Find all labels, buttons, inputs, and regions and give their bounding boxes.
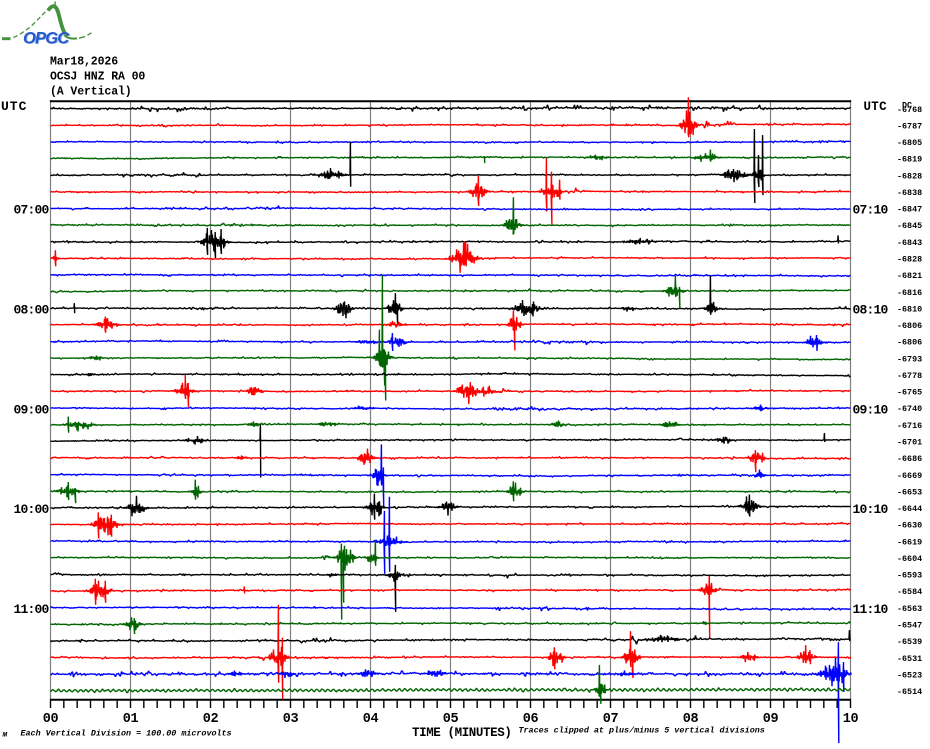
svg-text:-6669: -6669 xyxy=(897,471,922,481)
svg-text:Traces clipped at plus/minus 5: Traces clipped at plus/minus 5 vertical … xyxy=(519,726,765,736)
svg-text:09: 09 xyxy=(763,712,779,727)
svg-text:-6805: -6805 xyxy=(897,138,922,148)
svg-text:-6653: -6653 xyxy=(897,487,922,497)
svg-text:02: 02 xyxy=(203,712,219,727)
svg-text:08: 08 xyxy=(683,712,699,727)
svg-text:-6821: -6821 xyxy=(897,271,922,281)
svg-text:-6819: -6819 xyxy=(897,155,922,165)
svg-text:-6828: -6828 xyxy=(897,171,922,181)
svg-text:-6765: -6765 xyxy=(897,388,922,398)
svg-text:06: 06 xyxy=(523,712,539,727)
svg-text:UTC: UTC xyxy=(1,99,27,114)
svg-text:03: 03 xyxy=(283,712,299,727)
svg-text:-6563: -6563 xyxy=(897,604,922,614)
svg-text:07:10: 07:10 xyxy=(853,203,889,218)
svg-text:01: 01 xyxy=(123,712,139,727)
svg-text:-6539: -6539 xyxy=(897,637,922,647)
svg-text:00: 00 xyxy=(43,712,59,727)
svg-text:10: 10 xyxy=(843,712,859,727)
svg-text:-6806: -6806 xyxy=(897,338,922,348)
svg-text:Each Vertical Division = 100.: Each Vertical Division = 100.00 microvol… xyxy=(21,729,232,739)
svg-text:-6593: -6593 xyxy=(897,571,922,581)
svg-text:05: 05 xyxy=(443,712,459,727)
svg-text:08:00: 08:00 xyxy=(13,303,49,318)
svg-text:-6828: -6828 xyxy=(897,255,922,265)
svg-text:OPGC: OPGC xyxy=(23,29,70,47)
svg-text:07:00: 07:00 xyxy=(13,203,49,218)
svg-text:-6604: -6604 xyxy=(897,554,922,564)
svg-text:-6778: -6778 xyxy=(897,371,922,381)
svg-text:-6547: -6547 xyxy=(897,620,922,630)
svg-text:-6787: -6787 xyxy=(897,121,922,131)
svg-text:-6847: -6847 xyxy=(897,205,922,215)
svg-text:-6768: -6768 xyxy=(897,105,922,115)
svg-text:-6843: -6843 xyxy=(897,238,922,248)
svg-text:-6630: -6630 xyxy=(897,521,922,531)
svg-text:-6686: -6686 xyxy=(897,454,922,464)
svg-text:-6619: -6619 xyxy=(897,537,922,547)
svg-text:(A Vertical): (A Vertical) xyxy=(50,86,132,99)
svg-text:-6514: -6514 xyxy=(897,687,922,697)
svg-text:09:10: 09:10 xyxy=(853,402,889,417)
svg-text:11:10: 11:10 xyxy=(853,602,889,617)
svg-text:-6810: -6810 xyxy=(897,304,922,314)
svg-text:-6584: -6584 xyxy=(897,587,922,597)
svg-text:-6716: -6716 xyxy=(897,421,922,431)
svg-text:-6806: -6806 xyxy=(897,321,922,331)
svg-text:TIME (MINUTES): TIME (MINUTES) xyxy=(412,726,511,740)
svg-text:10:10: 10:10 xyxy=(853,502,889,517)
svg-text:-6838: -6838 xyxy=(897,188,922,198)
svg-text:UTC: UTC xyxy=(864,100,888,114)
svg-text:Mar18,2026: Mar18,2026 xyxy=(50,55,118,68)
svg-text:08:10: 08:10 xyxy=(853,303,889,318)
svg-text:-6845: -6845 xyxy=(897,221,922,231)
svg-text:07: 07 xyxy=(603,712,619,727)
svg-text:-6701: -6701 xyxy=(897,438,922,448)
svg-text:10:00: 10:00 xyxy=(13,502,49,517)
svg-text:-6816: -6816 xyxy=(897,288,922,298)
svg-text:09:00: 09:00 xyxy=(13,402,49,417)
svg-text:DC: DC xyxy=(902,101,912,111)
svg-text:-6644: -6644 xyxy=(897,504,922,514)
svg-text:OPGC: OPGC xyxy=(24,30,71,48)
svg-text:-6740: -6740 xyxy=(897,404,922,414)
svg-text:OCSJ HNZ RA 00: OCSJ HNZ RA 00 xyxy=(50,70,145,83)
svg-text:04: 04 xyxy=(363,712,379,727)
svg-text:11:00: 11:00 xyxy=(13,602,49,617)
svg-text:-6793: -6793 xyxy=(897,354,922,364)
svg-text:м: м xyxy=(2,731,8,740)
svg-text:-6531: -6531 xyxy=(897,654,922,664)
svg-text:-6523: -6523 xyxy=(897,670,922,680)
